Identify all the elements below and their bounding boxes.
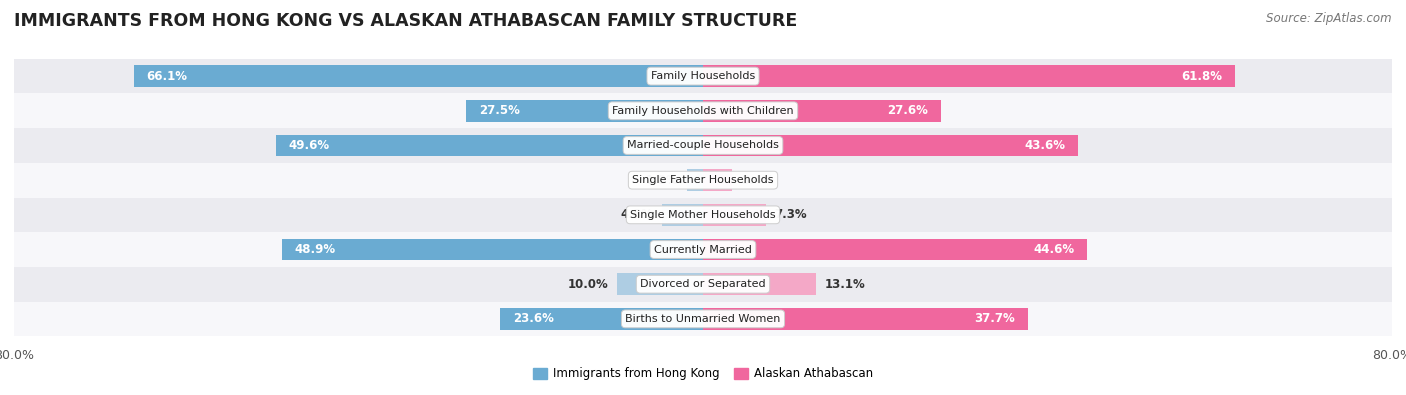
Bar <box>14 94 1392 128</box>
Bar <box>703 204 766 226</box>
Text: Family Households: Family Households <box>651 71 755 81</box>
Text: Married-couple Households: Married-couple Households <box>627 141 779 150</box>
Bar <box>14 198 1392 232</box>
Text: 43.6%: 43.6% <box>1025 139 1066 152</box>
Bar <box>703 239 1087 260</box>
Bar <box>617 273 703 295</box>
Text: 10.0%: 10.0% <box>568 278 609 291</box>
Text: 27.6%: 27.6% <box>887 104 928 117</box>
Text: 49.6%: 49.6% <box>288 139 330 152</box>
Text: 3.4%: 3.4% <box>741 174 773 187</box>
Text: Source: ZipAtlas.com: Source: ZipAtlas.com <box>1267 12 1392 25</box>
Bar <box>688 169 703 191</box>
Text: 13.1%: 13.1% <box>824 278 865 291</box>
Bar <box>276 135 703 156</box>
Text: 37.7%: 37.7% <box>974 312 1015 325</box>
Text: Divorced or Separated: Divorced or Separated <box>640 279 766 289</box>
Bar <box>499 308 703 330</box>
Text: Births to Unmarried Women: Births to Unmarried Women <box>626 314 780 324</box>
Text: IMMIGRANTS FROM HONG KONG VS ALASKAN ATHABASCAN FAMILY STRUCTURE: IMMIGRANTS FROM HONG KONG VS ALASKAN ATH… <box>14 12 797 30</box>
Bar <box>703 308 1028 330</box>
Bar <box>281 239 703 260</box>
Bar <box>703 169 733 191</box>
Bar <box>14 267 1392 301</box>
Text: 44.6%: 44.6% <box>1033 243 1074 256</box>
Text: 27.5%: 27.5% <box>479 104 520 117</box>
Text: 48.9%: 48.9% <box>295 243 336 256</box>
Text: 66.1%: 66.1% <box>146 70 187 83</box>
Text: 23.6%: 23.6% <box>513 312 554 325</box>
Bar <box>14 163 1392 198</box>
Text: 4.8%: 4.8% <box>620 208 652 221</box>
Bar <box>703 135 1078 156</box>
Text: 7.3%: 7.3% <box>775 208 807 221</box>
Text: Single Father Households: Single Father Households <box>633 175 773 185</box>
Bar <box>14 128 1392 163</box>
Bar <box>703 273 815 295</box>
Text: Family Households with Children: Family Households with Children <box>612 106 794 116</box>
Legend: Immigrants from Hong Kong, Alaskan Athabascan: Immigrants from Hong Kong, Alaskan Athab… <box>529 363 877 385</box>
Text: Single Mother Households: Single Mother Households <box>630 210 776 220</box>
Bar <box>467 100 703 122</box>
Text: Currently Married: Currently Married <box>654 245 752 254</box>
Bar <box>14 232 1392 267</box>
Text: 61.8%: 61.8% <box>1181 70 1222 83</box>
Bar <box>703 65 1236 87</box>
Bar <box>662 204 703 226</box>
Bar <box>703 100 941 122</box>
Bar <box>14 59 1392 94</box>
Bar <box>134 65 703 87</box>
Bar <box>14 301 1392 336</box>
Text: 1.8%: 1.8% <box>647 174 679 187</box>
